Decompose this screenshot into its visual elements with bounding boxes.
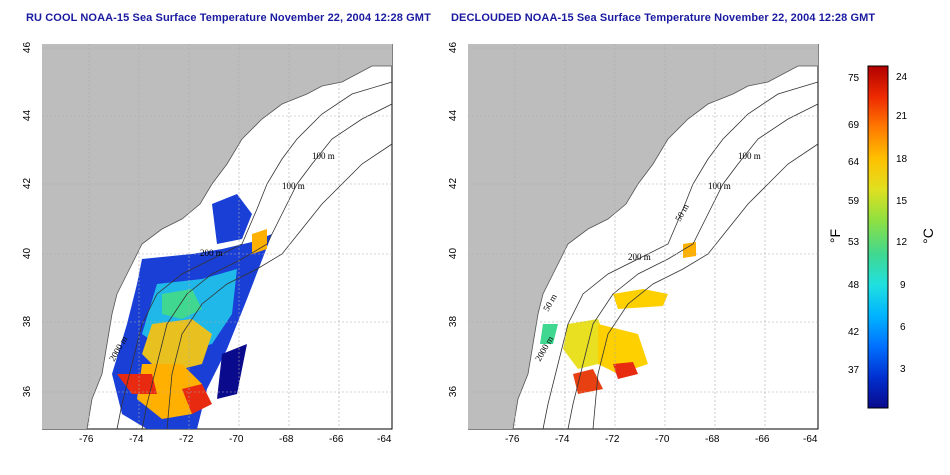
coastline bbox=[86, 65, 392, 430]
fahrenheit-tick: 48 bbox=[848, 280, 860, 291]
fahrenheit-tick: 59 bbox=[848, 196, 860, 207]
contour-label: 100 m bbox=[282, 181, 305, 191]
right-map-title: DECLOUDED NOAA-15 Sea Surface Temperatur… bbox=[451, 12, 876, 24]
celsius-unit-label: °C bbox=[919, 228, 936, 244]
land-mass bbox=[42, 44, 392, 429]
y-tick-label: 40 bbox=[448, 247, 460, 260]
y-tick-label: 42 bbox=[22, 177, 34, 190]
x-tick-label: -64 bbox=[377, 434, 392, 445]
celsius-tick: 6 bbox=[900, 322, 906, 333]
y-tick-label: 40 bbox=[22, 247, 34, 260]
y-tick-label: 36 bbox=[22, 385, 34, 398]
depth-contours bbox=[542, 81, 819, 430]
colorbar-svg bbox=[867, 65, 889, 409]
land-mass bbox=[468, 44, 818, 429]
celsius-tick: 15 bbox=[896, 196, 908, 207]
x-tick-label: -70 bbox=[655, 434, 670, 445]
coastline bbox=[512, 65, 818, 430]
colorbar-gradient bbox=[867, 65, 889, 409]
map-frame-left: 100 m 100 m 200 m 2000 m bbox=[42, 44, 393, 430]
fahrenheit-tick: 64 bbox=[848, 157, 860, 168]
celsius-tick: 12 bbox=[896, 237, 908, 248]
contour-label: 100 m bbox=[738, 151, 761, 161]
colorbar: 75 69 64 59 53 48 42 37 24 21 18 15 12 9… bbox=[820, 60, 950, 420]
y-tick-label: 42 bbox=[448, 177, 460, 190]
left-sst-map: 100 m 100 m 200 m 2000 m -76 bbox=[42, 44, 393, 430]
right-sst-map: 100 m 100 m 50 m 200 m 50 m 2000 m bbox=[468, 44, 819, 430]
depth-contours bbox=[116, 81, 393, 430]
grid-lines bbox=[42, 44, 392, 429]
x-tick-label: -72 bbox=[605, 434, 620, 445]
celsius-tick: 24 bbox=[896, 72, 908, 83]
y-tick-label: 46 bbox=[448, 41, 460, 54]
x-tick-label: -64 bbox=[803, 434, 818, 445]
celsius-tick: 18 bbox=[896, 154, 908, 165]
fahrenheit-unit-label: °F bbox=[827, 228, 844, 244]
grid-lines bbox=[468, 44, 818, 429]
sst-data-right bbox=[540, 242, 696, 394]
x-tick-label: -76 bbox=[505, 434, 520, 445]
fahrenheit-tick: 37 bbox=[848, 365, 860, 376]
fahrenheit-tick: 75 bbox=[848, 73, 860, 84]
x-tick-label: -68 bbox=[279, 434, 294, 445]
x-tick-label: -68 bbox=[705, 434, 720, 445]
x-tick-label: -72 bbox=[179, 434, 194, 445]
map-frame-right: 100 m 100 m 50 m 200 m 50 m 2000 m bbox=[468, 44, 819, 430]
fahrenheit-tick: 53 bbox=[848, 237, 860, 248]
left-lon-axis: -76 -74 -72 -70 -68 -66 -64 bbox=[42, 434, 392, 448]
y-tick-label: 38 bbox=[448, 315, 460, 328]
right-lat-axis: 36 38 40 42 44 46 bbox=[448, 41, 464, 429]
fahrenheit-tick: 69 bbox=[848, 120, 860, 131]
contour-label: 100 m bbox=[312, 151, 335, 161]
contour-label: 100 m bbox=[708, 181, 731, 191]
celsius-tick: 3 bbox=[900, 364, 906, 375]
fahrenheit-tick: 42 bbox=[848, 327, 860, 338]
celsius-tick: 9 bbox=[900, 280, 906, 291]
y-tick-label: 44 bbox=[448, 109, 460, 122]
y-tick-label: 44 bbox=[22, 109, 34, 122]
right-lon-axis: -76 -74 -72 -70 -68 -66 -64 bbox=[468, 434, 818, 448]
y-tick-label: 46 bbox=[22, 41, 34, 54]
x-tick-label: -70 bbox=[229, 434, 244, 445]
celsius-tick: 21 bbox=[896, 111, 908, 122]
contour-label: 200 m bbox=[628, 252, 651, 262]
y-tick-label: 36 bbox=[448, 385, 460, 398]
x-tick-label: -76 bbox=[79, 434, 94, 445]
left-map-title: RU COOL NOAA-15 Sea Surface Temperature … bbox=[26, 12, 431, 24]
x-tick-label: -74 bbox=[129, 434, 144, 445]
contour-label: 200 m bbox=[200, 248, 223, 258]
x-tick-label: -66 bbox=[755, 434, 770, 445]
x-tick-label: -74 bbox=[555, 434, 570, 445]
x-tick-label: -66 bbox=[329, 434, 344, 445]
y-tick-label: 38 bbox=[22, 315, 34, 328]
left-lat-axis: 36 38 40 42 44 46 bbox=[22, 41, 38, 429]
